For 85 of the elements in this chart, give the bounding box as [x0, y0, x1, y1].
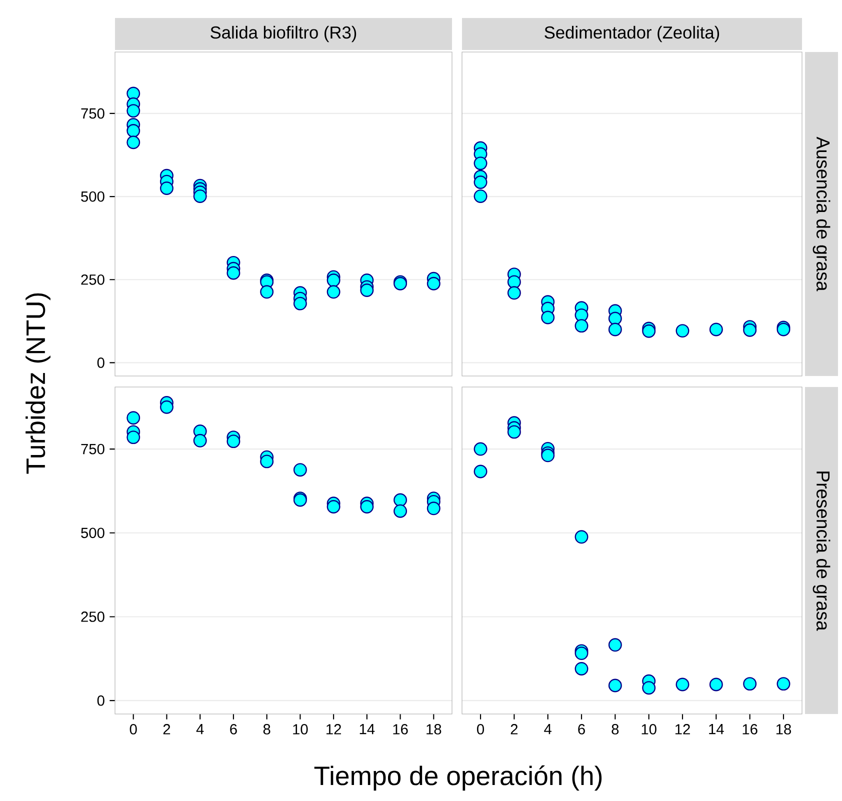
point — [608, 638, 622, 652]
point — [360, 284, 374, 297]
y-axis-title: Turbidez (NTU) — [26, 293, 50, 474]
chart-title: Salida biofiltro (R3) — [210, 26, 356, 42]
point — [776, 677, 790, 691]
point — [394, 504, 408, 518]
point — [608, 322, 622, 336]
point — [574, 662, 588, 676]
point — [193, 189, 207, 203]
point — [507, 275, 521, 289]
point — [326, 500, 340, 514]
point — [574, 646, 588, 660]
y-tick-label: 750 — [81, 108, 104, 119]
x-tick-label: 10 — [293, 724, 308, 734]
point — [608, 678, 622, 692]
x-tick-label: 16 — [742, 724, 758, 734]
point — [394, 493, 408, 507]
x-tick-label: 16 — [393, 724, 408, 734]
point — [260, 285, 274, 299]
point — [507, 425, 521, 439]
y-tick-label: 0 — [97, 358, 104, 368]
x-tick-label: 10 — [642, 724, 656, 734]
point — [642, 324, 656, 338]
point — [474, 189, 488, 203]
x-tick-label: 2 — [163, 724, 170, 734]
x-tick-label: 14 — [709, 724, 724, 734]
point — [574, 530, 588, 544]
point — [126, 124, 140, 138]
point — [426, 276, 440, 290]
x-tick-label: 12 — [675, 724, 690, 734]
x-axis-title: Tiempo de operación (h) — [314, 765, 602, 791]
point — [474, 464, 488, 478]
point — [160, 400, 174, 414]
point — [474, 156, 488, 170]
point — [226, 434, 240, 448]
point — [507, 286, 521, 300]
point — [326, 274, 340, 288]
x-tick-label: 8 — [612, 724, 619, 734]
point — [293, 296, 307, 310]
point — [193, 434, 207, 448]
point — [126, 411, 140, 425]
x-tick-label: 6 — [230, 724, 237, 734]
point — [474, 176, 488, 189]
point — [426, 502, 440, 516]
x-tick-label: 6 — [578, 724, 585, 734]
point — [326, 285, 340, 299]
point — [743, 323, 757, 337]
point — [126, 136, 140, 150]
x-tick-label: 0 — [477, 724, 484, 734]
x-tick-label: 4 — [196, 724, 204, 734]
point — [676, 678, 690, 692]
x-tick-label: 18 — [426, 724, 442, 734]
point — [126, 104, 140, 118]
point — [676, 324, 690, 338]
x-tick-label: 2 — [510, 724, 518, 734]
y-tick-label: 750 — [81, 444, 104, 454]
y-tick-label: 250 — [81, 274, 104, 285]
point — [474, 442, 488, 456]
y-tick-label: 500 — [81, 528, 104, 538]
x-tick-label: 4 — [544, 724, 552, 734]
chart-title: Sedimentador (Zeolita) — [544, 26, 720, 42]
point — [260, 454, 274, 468]
text: Presencia de grasa — [812, 472, 830, 631]
point — [541, 310, 555, 324]
point — [293, 463, 307, 477]
point — [709, 322, 723, 336]
point — [541, 448, 555, 462]
point — [608, 312, 622, 326]
point — [126, 430, 140, 444]
y-tick-label: 0 — [97, 695, 104, 706]
point — [709, 678, 723, 692]
point — [160, 182, 174, 195]
x-tick-label: 8 — [263, 724, 270, 734]
x-tick-label: 0 — [130, 724, 137, 734]
text: Ausencia de grasa — [812, 136, 830, 292]
x-tick-label: 12 — [326, 724, 341, 734]
point — [574, 319, 588, 333]
point — [743, 677, 757, 691]
y-tick-label: 500 — [81, 191, 104, 202]
point — [360, 500, 374, 514]
point — [226, 266, 240, 280]
x-tick-label: 18 — [776, 724, 791, 734]
x-tick-label: 14 — [360, 724, 375, 734]
point — [642, 681, 656, 695]
y-tick-label: 250 — [81, 612, 104, 622]
